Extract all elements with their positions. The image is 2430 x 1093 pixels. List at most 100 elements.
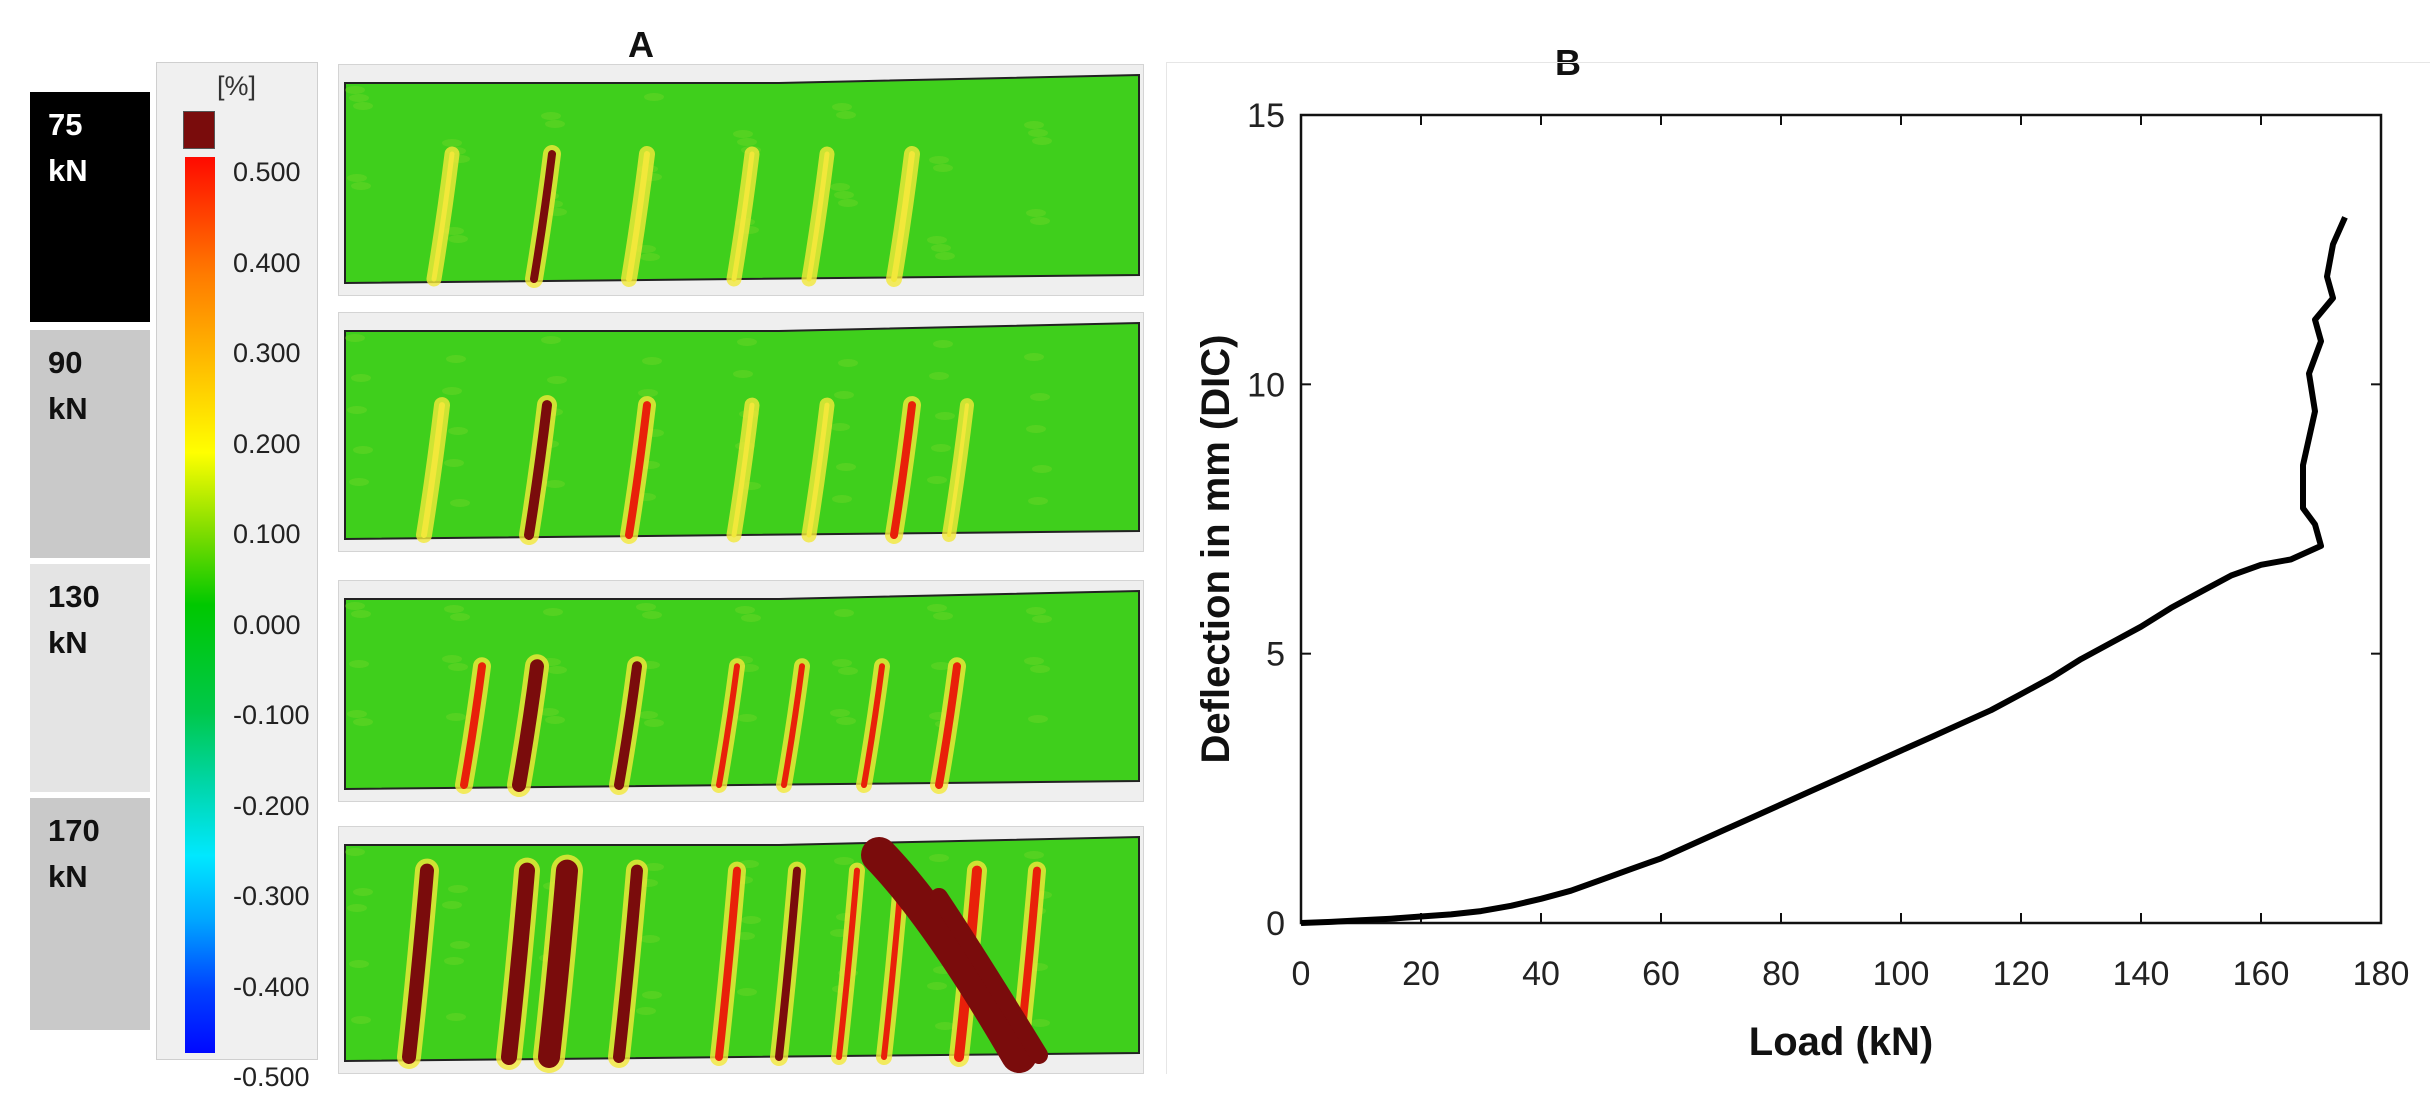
crack [431, 151, 455, 282]
field-speckle [448, 885, 468, 893]
field-speckle [834, 191, 854, 199]
field-speckle [1024, 121, 1044, 129]
field-speckle [446, 355, 466, 363]
field-speckle [442, 139, 462, 147]
plot-area [1299, 113, 2383, 925]
strain-field-130kN [338, 580, 1144, 802]
field-speckle [345, 848, 365, 856]
y-tick-label: 15 [1247, 97, 1285, 135]
x-tick-label: 40 [1522, 955, 1560, 993]
field-speckle [933, 164, 953, 172]
scale-tick-label: -0.500 [233, 1062, 310, 1092]
x-tick-label: 80 [1762, 955, 1800, 993]
field-speckle [838, 667, 858, 675]
field-speckle [642, 357, 662, 365]
field-speckle [838, 199, 858, 207]
scale-tick-label: 0.300 [233, 338, 301, 368]
field-speckle [353, 102, 373, 110]
field-speckle [644, 863, 664, 871]
x-tick-label: 120 [1993, 955, 2050, 993]
field-speckle [347, 710, 367, 718]
load-stage-unit: kN [48, 391, 88, 426]
field-speckle [1030, 665, 1050, 673]
crack [781, 663, 805, 788]
field-speckle [347, 904, 367, 912]
y-tick-label: 10 [1247, 366, 1285, 404]
strain-field-image [344, 321, 1140, 545]
scale-tick-label: 0.200 [233, 428, 301, 459]
crack [613, 864, 643, 1063]
field-speckle [737, 338, 757, 346]
field-speckle [834, 391, 854, 399]
field-speckle [832, 495, 852, 503]
field-speckle [927, 476, 947, 484]
field-speckle [927, 982, 947, 990]
field-speckle [933, 340, 953, 348]
field-speckle [834, 609, 854, 617]
crack [930, 888, 1048, 1064]
x-tick-label: 160 [2233, 955, 2290, 993]
field-speckle [927, 604, 947, 612]
load-stage-value: 130 [48, 579, 100, 614]
chart-svg: 0 20 40 60 80 100 120 140 160 180 0 5 10 15 Load (kN) D… [1194, 97, 2410, 1064]
field-speckle [1032, 465, 1052, 473]
field-speckle [640, 935, 660, 943]
scale-tick-label: -0.200 [233, 790, 310, 821]
crack [775, 866, 801, 1061]
field-speckle [448, 235, 468, 243]
load-stage-value: 90 [48, 345, 83, 380]
field-speckle [349, 94, 369, 102]
x-tick-label: 20 [1402, 955, 1440, 993]
field-speckle [448, 427, 468, 435]
field-speckle [442, 387, 462, 395]
crack [731, 402, 755, 538]
field-speckle [935, 252, 955, 260]
field-speckle [929, 156, 949, 164]
x-tick-label: 60 [1642, 955, 1680, 993]
field-speckle [741, 916, 761, 924]
field-speckle [640, 253, 660, 261]
field-speckle [1024, 851, 1044, 859]
field-speckle [832, 103, 852, 111]
scale-tick-label: -0.400 [233, 971, 310, 1002]
field-speckle [442, 901, 462, 909]
field-speckle [1026, 425, 1046, 433]
load-stage-unit: kN [48, 153, 88, 188]
field-speckle [836, 463, 856, 471]
crack [935, 662, 961, 789]
field-speckle [351, 374, 371, 382]
x-tick-label: 180 [2353, 955, 2410, 993]
field-speckle [1028, 129, 1048, 137]
field-speckle [642, 611, 662, 619]
field-speckle [832, 659, 852, 667]
scale-tick-label: 0.100 [233, 519, 301, 549]
field-speckle [644, 93, 664, 101]
field-speckle [830, 709, 850, 717]
strain-color-scale: [%] 0.500 0.400 0.300 0.200 0.100 0.000 -0.100… [156, 62, 318, 1092]
strain-field-90kN [338, 312, 1144, 552]
field-speckle [442, 655, 462, 663]
field-speckle [836, 111, 856, 119]
x-axis-label: Load (kN) [1749, 1020, 1933, 1064]
scale-tick-label: 0.500 [233, 157, 301, 187]
scale-tick-label: 0.000 [233, 609, 301, 640]
field-speckle [1026, 607, 1046, 615]
field-speckle [543, 608, 563, 616]
field-speckle [545, 480, 565, 488]
field-speckle [347, 406, 367, 414]
field-speckle [1032, 137, 1052, 145]
field-speckle [935, 412, 955, 420]
crack [524, 400, 552, 540]
field-speckle [351, 610, 371, 618]
field-speckle [933, 612, 953, 620]
crack [530, 150, 556, 283]
field-speckle [444, 605, 464, 613]
x-tick-label: 100 [1873, 955, 1930, 993]
strain-field-image [344, 589, 1140, 797]
field-speckle [1026, 209, 1046, 217]
x-tick-label: 140 [2113, 955, 2170, 993]
scale-tick-label: -0.100 [233, 700, 310, 730]
field-speckle [636, 1007, 656, 1015]
series-line [1300, 216, 2348, 926]
load-stage-130: 130 kN [30, 564, 150, 792]
